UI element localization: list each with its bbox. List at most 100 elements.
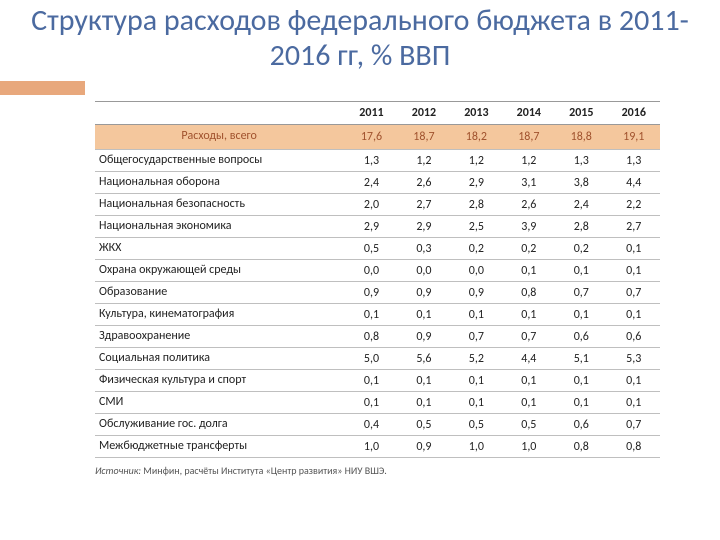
data-cell: 0,1 xyxy=(555,392,607,414)
table-row: Общегосударственные вопросы1,31,21,21,21… xyxy=(95,150,660,172)
data-cell: 3,9 xyxy=(503,216,555,238)
data-cell: 0,0 xyxy=(398,260,450,282)
data-cell: 0,1 xyxy=(398,392,450,414)
footnote-label: Источник: xyxy=(95,464,141,477)
table-row: Социальная политика5,05,65,24,45,15,3 xyxy=(95,348,660,370)
data-cell: 2,9 xyxy=(398,216,450,238)
data-cell: 2,2 xyxy=(608,194,661,216)
row-label: Национальная экономика xyxy=(95,216,345,238)
data-cell: 0,7 xyxy=(608,414,661,436)
data-cell: 0,1 xyxy=(450,370,502,392)
data-cell: 5,6 xyxy=(398,348,450,370)
data-cell: 0,1 xyxy=(608,238,661,260)
row-label: Образование xyxy=(95,282,345,304)
data-cell: 0,9 xyxy=(398,282,450,304)
data-cell: 0,1 xyxy=(450,392,502,414)
data-cell: 2,4 xyxy=(555,194,607,216)
data-cell: 0,1 xyxy=(608,392,661,414)
data-cell: 0,1 xyxy=(608,370,661,392)
data-cell: 0,5 xyxy=(503,414,555,436)
data-cell: 0,1 xyxy=(398,304,450,326)
data-cell: 2,6 xyxy=(503,194,555,216)
data-cell: 0,3 xyxy=(398,238,450,260)
data-cell: 0,2 xyxy=(555,238,607,260)
column-header-year: 2013 xyxy=(450,102,502,125)
row-label: Общегосударственные вопросы xyxy=(95,150,345,172)
table-row: Здравоохранение0,80,90,70,70,60,6 xyxy=(95,326,660,348)
data-cell: 1,0 xyxy=(450,436,502,458)
row-label: Здравоохранение xyxy=(95,326,345,348)
total-cell: 19,1 xyxy=(608,125,661,150)
data-cell: 2,0 xyxy=(345,194,397,216)
data-cell: 0,1 xyxy=(503,392,555,414)
page-title: Структура расходов федерального бюджета … xyxy=(20,4,700,73)
budget-table: 201120122013201420152016 Расходы, всего1… xyxy=(95,101,660,458)
data-cell: 0,1 xyxy=(398,370,450,392)
footnote-text: Минфин, расчёты Института «Центр развити… xyxy=(141,464,387,477)
data-cell: 3,8 xyxy=(555,172,607,194)
column-header-year: 2016 xyxy=(608,102,661,125)
data-cell: 0,1 xyxy=(503,304,555,326)
data-cell: 0,9 xyxy=(398,436,450,458)
data-cell: 0,8 xyxy=(345,326,397,348)
table-row: Национальная экономика2,92,92,53,92,82,7 xyxy=(95,216,660,238)
data-cell: 5,2 xyxy=(450,348,502,370)
row-label: Обслуживание гос. долга xyxy=(95,414,345,436)
data-cell: 0,0 xyxy=(345,260,397,282)
data-cell: 1,3 xyxy=(555,150,607,172)
table-row: Национальная оборона2,42,62,93,13,84,4 xyxy=(95,172,660,194)
title-area: Структура расходов федерального бюджета … xyxy=(0,0,720,79)
data-cell: 0,1 xyxy=(608,304,661,326)
row-label: Социальная политика xyxy=(95,348,345,370)
data-cell: 0,9 xyxy=(398,326,450,348)
data-cell: 5,3 xyxy=(608,348,661,370)
data-cell: 0,1 xyxy=(555,260,607,282)
row-label: Культура, кинематография xyxy=(95,304,345,326)
data-cell: 0,7 xyxy=(608,282,661,304)
data-cell: 0,1 xyxy=(608,260,661,282)
data-cell: 0,8 xyxy=(555,436,607,458)
total-row-label: Расходы, всего xyxy=(95,125,345,150)
data-cell: 0,7 xyxy=(555,282,607,304)
table-body: Расходы, всего17,618,718,218,718,819,1Об… xyxy=(95,125,660,458)
total-cell: 18,8 xyxy=(555,125,607,150)
data-cell: 0,7 xyxy=(450,326,502,348)
row-label: ЖКХ xyxy=(95,238,345,260)
data-cell: 2,8 xyxy=(450,194,502,216)
data-cell: 1,2 xyxy=(450,150,502,172)
data-cell: 2,9 xyxy=(450,172,502,194)
total-cell: 18,7 xyxy=(503,125,555,150)
data-cell: 0,6 xyxy=(608,326,661,348)
table-row: Образование0,90,90,90,80,70,7 xyxy=(95,282,660,304)
data-cell: 0,1 xyxy=(503,260,555,282)
table-row: Межбюджетные трансферты1,00,91,01,00,80,… xyxy=(95,436,660,458)
column-header-label xyxy=(95,102,345,125)
row-label: Охрана окружающей среды xyxy=(95,260,345,282)
column-header-year: 2015 xyxy=(555,102,607,125)
data-cell: 1,2 xyxy=(398,150,450,172)
data-cell: 2,6 xyxy=(398,172,450,194)
row-label: Физическая культура и спорт xyxy=(95,370,345,392)
accent-bar xyxy=(0,81,85,95)
data-cell: 2,9 xyxy=(345,216,397,238)
table-row: Обслуживание гос. долга0,40,50,50,50,60,… xyxy=(95,414,660,436)
data-cell: 0,1 xyxy=(450,304,502,326)
table-row: ЖКХ0,50,30,20,20,20,1 xyxy=(95,238,660,260)
data-cell: 1,0 xyxy=(345,436,397,458)
data-cell: 3,1 xyxy=(503,172,555,194)
data-cell: 0,7 xyxy=(503,326,555,348)
row-label: СМИ xyxy=(95,392,345,414)
data-cell: 0,0 xyxy=(450,260,502,282)
data-cell: 0,8 xyxy=(503,282,555,304)
table-row: Национальная безопасность2,02,72,82,62,4… xyxy=(95,194,660,216)
table-row: Охрана окружающей среды0,00,00,00,10,10,… xyxy=(95,260,660,282)
data-cell: 0,1 xyxy=(503,370,555,392)
data-cell: 2,8 xyxy=(555,216,607,238)
budget-table-wrap: 201120122013201420152016 Расходы, всего1… xyxy=(95,101,660,458)
data-cell: 0,2 xyxy=(450,238,502,260)
data-cell: 0,5 xyxy=(398,414,450,436)
table-row: Культура, кинематография0,10,10,10,10,10… xyxy=(95,304,660,326)
total-cell: 18,7 xyxy=(398,125,450,150)
data-cell: 0,1 xyxy=(555,304,607,326)
column-header-year: 2012 xyxy=(398,102,450,125)
